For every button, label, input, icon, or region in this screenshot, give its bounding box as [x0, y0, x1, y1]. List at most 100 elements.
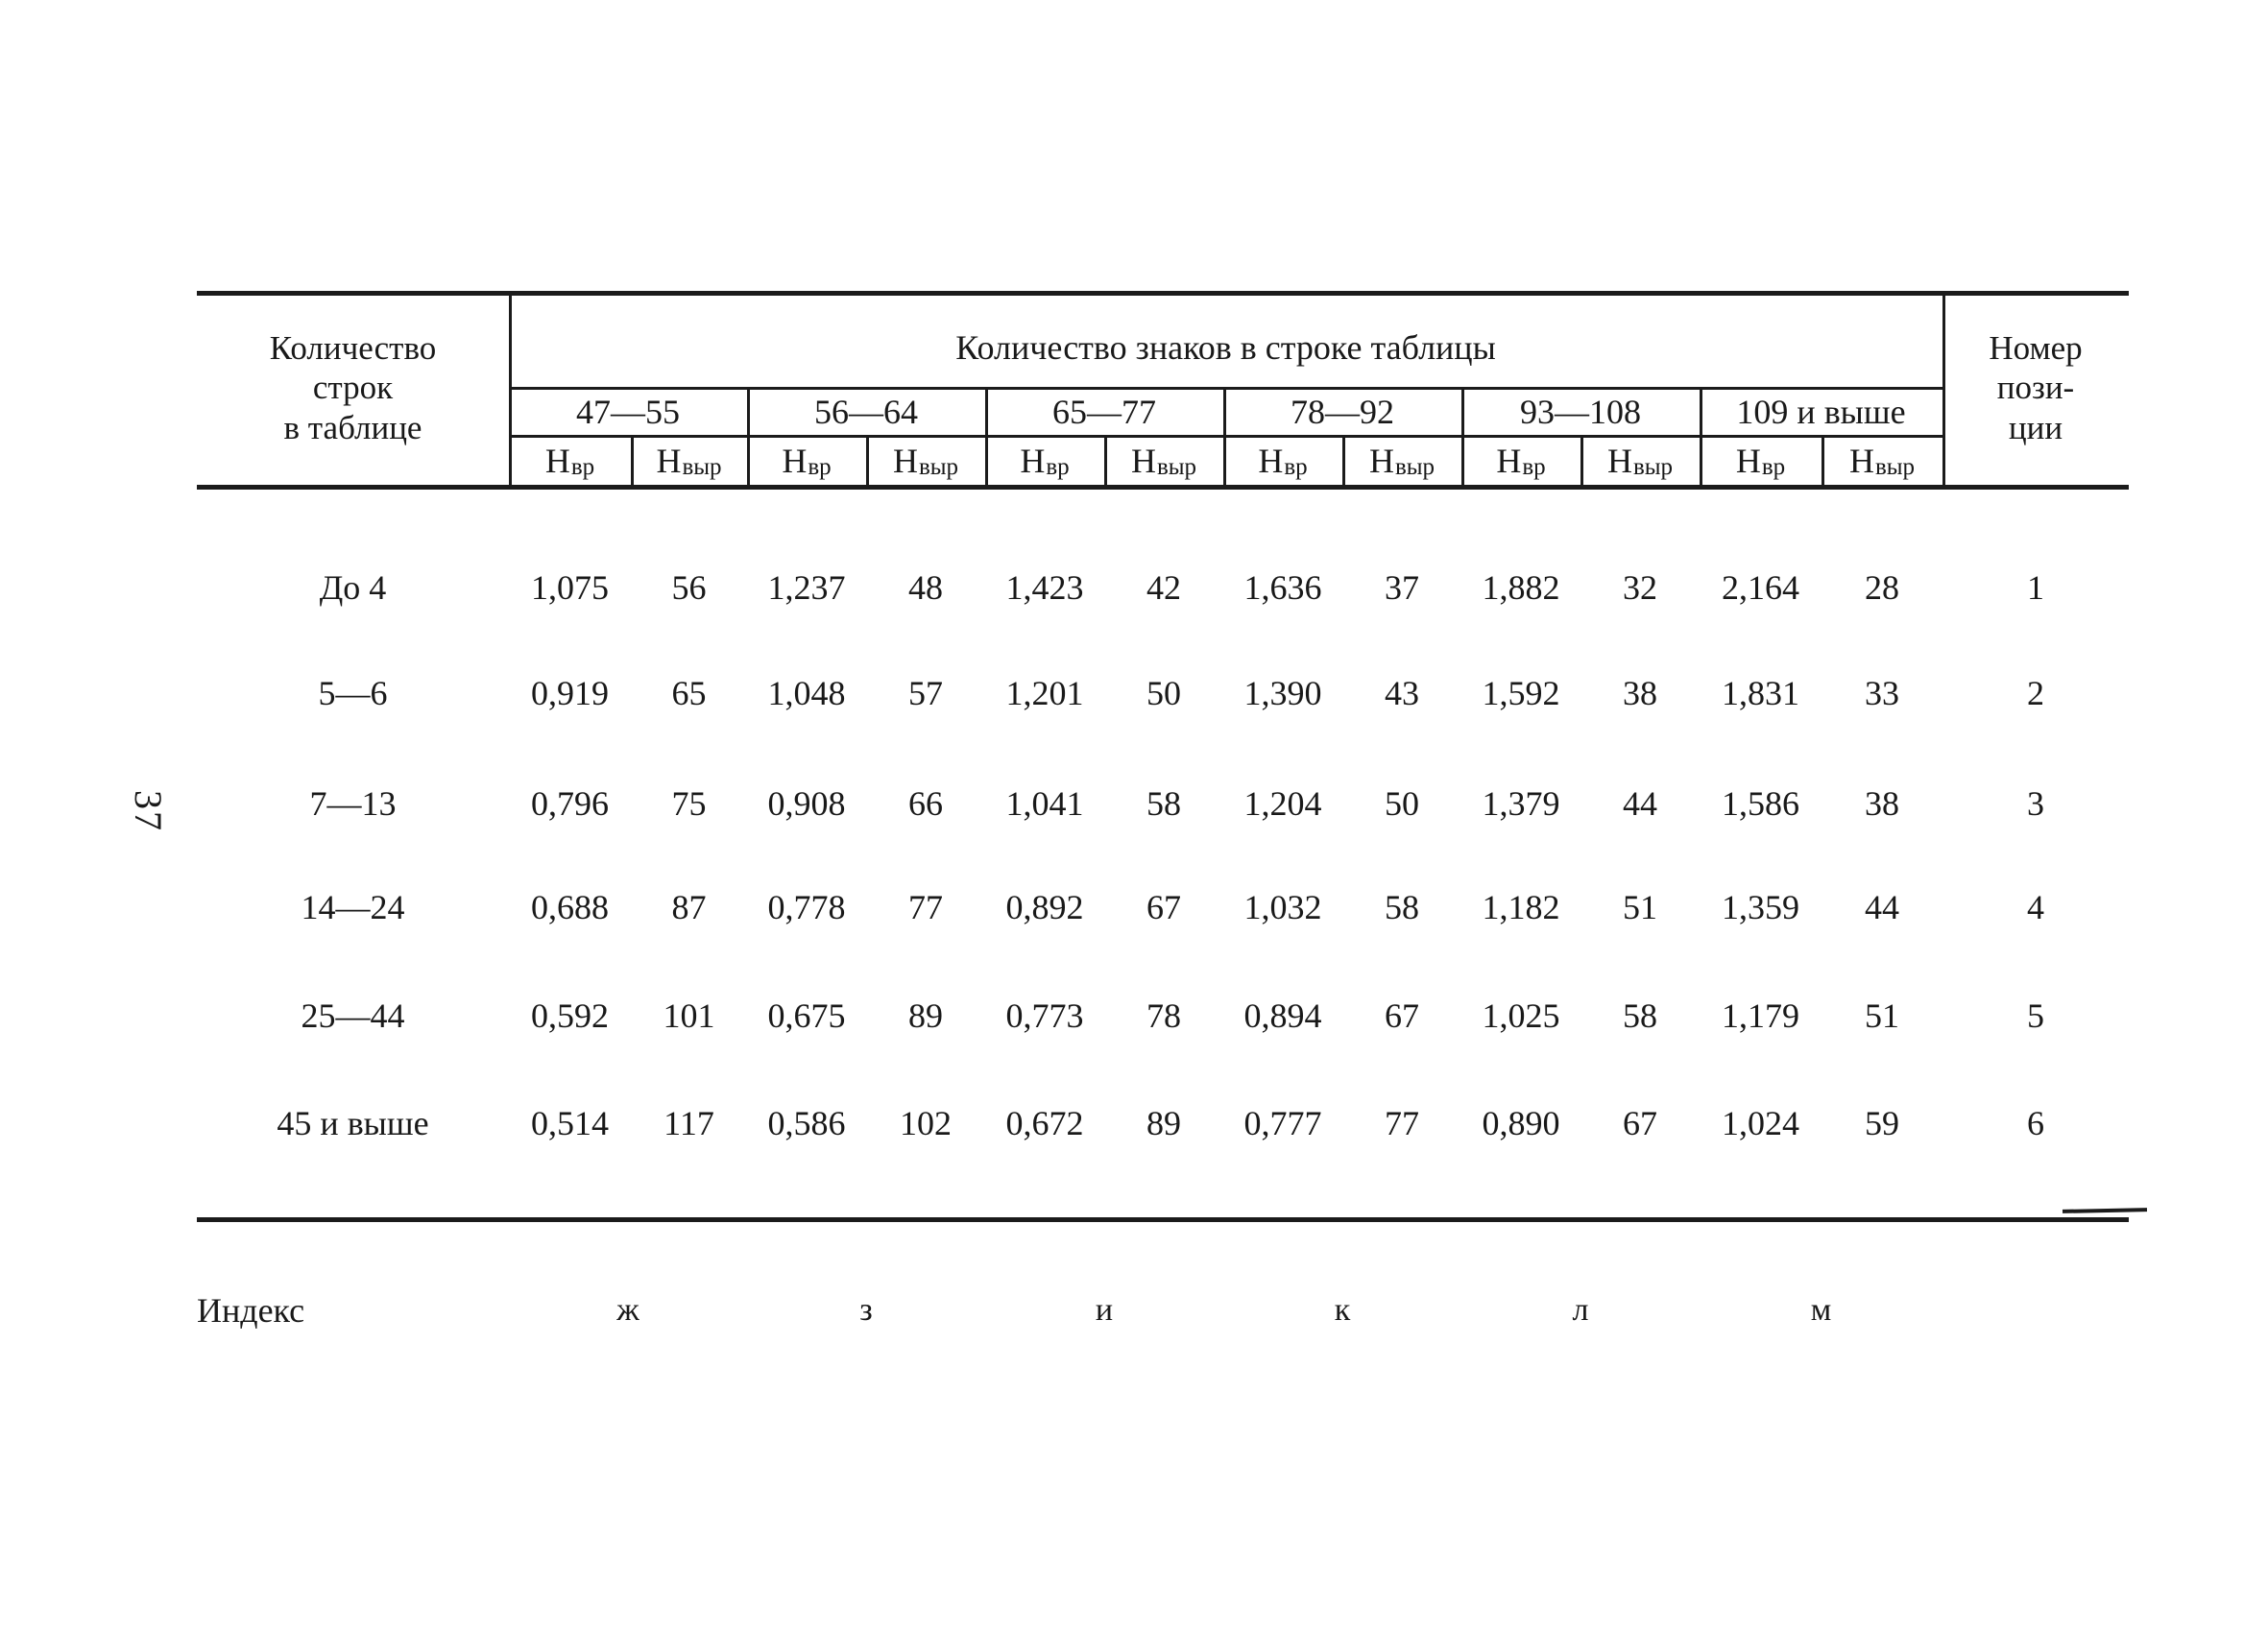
table-cell: 50 — [1385, 784, 1419, 823]
v-rule-position-col — [1942, 291, 1945, 490]
range-header: 93—108 — [1520, 393, 1641, 431]
table-cell: 117 — [664, 1104, 714, 1142]
table-cell: 1,179 — [1722, 996, 1799, 1035]
table-cell: 0,919 — [531, 674, 609, 712]
table-cell: 1,032 — [1243, 888, 1322, 926]
index-letter: з — [859, 1292, 873, 1328]
row-position-cell: 3 — [2027, 784, 2044, 823]
table-cell: 65 — [671, 674, 707, 712]
table-bottom-border-dash — [2062, 1208, 2148, 1213]
row-position-cell: 4 — [2027, 888, 2044, 926]
row-label-cell: 14—24 — [301, 888, 405, 926]
table-cell: 42 — [1146, 568, 1181, 607]
row-label-cell: 25—44 — [301, 996, 405, 1035]
table-cell: 0,586 — [767, 1104, 846, 1142]
table-cell: 1,201 — [1005, 674, 1084, 712]
row-label-cell: 5—6 — [318, 674, 388, 712]
table-cell: 0,894 — [1243, 996, 1322, 1035]
table-cell: 33 — [1865, 674, 1899, 712]
table-cell: 59 — [1865, 1104, 1899, 1142]
table-cell: 1,379 — [1482, 784, 1560, 823]
page-number: 37 — [127, 790, 171, 832]
table-cell: 1,041 — [1005, 784, 1084, 823]
table-cell: 89 — [1146, 1104, 1181, 1142]
table-cell: 50 — [1146, 674, 1181, 712]
table-cell: 0,778 — [767, 888, 846, 926]
table-cell: 1,390 — [1243, 674, 1322, 712]
row-position-cell: 2 — [2027, 674, 2044, 712]
table-cell: 44 — [1623, 784, 1657, 823]
table-top-border — [197, 291, 2129, 296]
table-cell: 37 — [1385, 568, 1419, 607]
index-letter: м — [1810, 1292, 1832, 1328]
table-cell: 51 — [1865, 996, 1899, 1035]
table-cell: 1,025 — [1482, 996, 1560, 1035]
table-cell: 1,024 — [1722, 1104, 1799, 1142]
table-cell: 101 — [663, 996, 715, 1035]
header-rows-label-line: в таблице — [283, 408, 422, 446]
v-rule-group — [747, 387, 750, 488]
table-cell: 58 — [1146, 784, 1181, 823]
v-rule-group — [1223, 387, 1226, 488]
v-rule-group — [1700, 387, 1702, 488]
v-rule-group — [1461, 387, 1464, 488]
table-cell: 32 — [1623, 568, 1657, 607]
row-position-cell: 6 — [2027, 1104, 2044, 1142]
table-cell: 0,796 — [531, 784, 609, 823]
header-rows-label: Количество строк в таблице — [197, 291, 509, 485]
index-letter: ж — [616, 1292, 639, 1328]
table-cell: 1,075 — [531, 568, 609, 607]
table-cell: 1,882 — [1482, 568, 1560, 607]
table-cell: 1,204 — [1243, 784, 1322, 823]
table-cell: 1,586 — [1722, 784, 1799, 823]
table-cell: 1,423 — [1005, 568, 1084, 607]
table-cell: 0,890 — [1482, 1104, 1560, 1142]
table-cell: 67 — [1385, 996, 1419, 1035]
table-cell: 1,359 — [1722, 888, 1799, 926]
table-cell: 0,672 — [1005, 1104, 1084, 1142]
header-span-title: Количество знаков в строке таблицы — [955, 328, 1496, 367]
v-rule-subcol — [1822, 435, 1824, 488]
table-cell: 0,688 — [531, 888, 609, 926]
v-rule-group — [985, 387, 988, 488]
table-cell: 0,514 — [531, 1104, 609, 1142]
table-cell: 44 — [1865, 888, 1899, 926]
table-cell: 1,831 — [1722, 674, 1799, 712]
header-rows-label-line: Количество — [269, 329, 437, 368]
table-cell: 78 — [1146, 996, 1181, 1035]
table-cell: 77 — [908, 888, 943, 926]
table-cell: 1,636 — [1243, 568, 1322, 607]
index-letter: л — [1572, 1292, 1589, 1328]
table-bottom-border — [197, 1217, 2129, 1222]
table-cell: 89 — [908, 996, 943, 1035]
table-cell: 2,164 — [1722, 568, 1799, 607]
v-rule-col1 — [509, 291, 512, 490]
range-header: 78—92 — [1291, 393, 1394, 431]
header-position-label-line: ции — [2008, 408, 2063, 446]
table-cell: 48 — [908, 568, 943, 607]
table-cell: 0,592 — [531, 996, 609, 1035]
range-header: 65—77 — [1052, 393, 1156, 431]
header-position-label-line: Номер — [1989, 329, 2083, 368]
table-cell: 38 — [1865, 784, 1899, 823]
table-cell: 67 — [1146, 888, 1181, 926]
table-cell: 66 — [908, 784, 943, 823]
table-cell: 0,777 — [1243, 1104, 1322, 1142]
range-header: 56—64 — [814, 393, 918, 431]
table-cell: 87 — [671, 888, 707, 926]
table-cell: 56 — [671, 568, 707, 607]
table-cell: 1,182 — [1482, 888, 1560, 926]
table-cell: 0,773 — [1005, 996, 1084, 1035]
index-letter: к — [1334, 1292, 1351, 1328]
